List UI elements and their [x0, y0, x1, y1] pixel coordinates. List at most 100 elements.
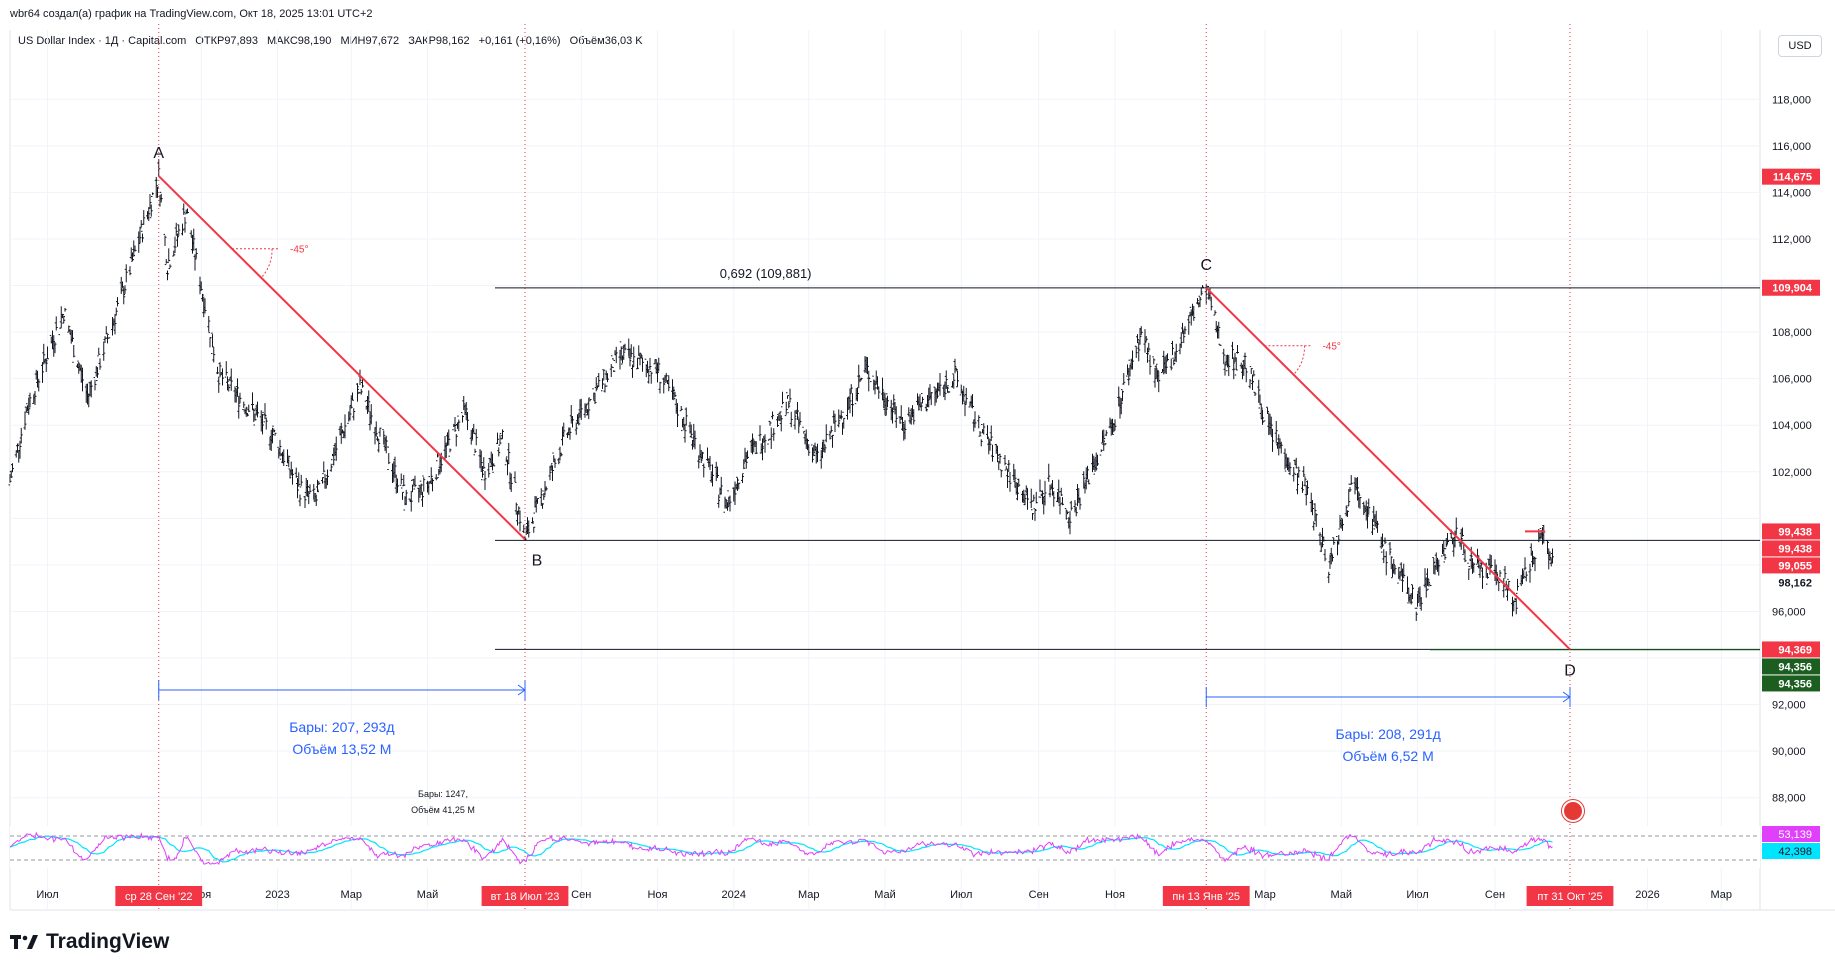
- highlight-date-box: [481, 886, 569, 906]
- pattern-point-c: C: [1200, 257, 1212, 274]
- y-tick-label: 102,000: [1772, 467, 1812, 479]
- symbol-name[interactable]: US Dollar Index · 1Д · Capital.com: [18, 35, 187, 47]
- price-marker-label: 99,438: [1778, 526, 1812, 538]
- x-tick-label: Июл: [950, 889, 972, 901]
- highlight-date-box: [1162, 886, 1250, 906]
- price-marker-label: 94,356: [1778, 661, 1812, 673]
- x-tick-label: Сен: [1485, 889, 1505, 901]
- price-marker-label: 114,675: [1773, 172, 1812, 184]
- us-flag-icon[interactable]: [1562, 800, 1584, 822]
- pattern-point-a: A: [153, 145, 164, 162]
- oscillator-value-label: 53,139: [1778, 829, 1812, 841]
- open-value: ОТКР97,893: [195, 35, 258, 47]
- y-tick-label: 106,000: [1772, 374, 1812, 386]
- x-tick-label: Май: [874, 889, 896, 901]
- price-axis: 118,000 116,000 114,000 112,000 108,000 106,0…: [1762, 94, 1820, 859]
- y-tick-label: 112,000: [1772, 234, 1811, 246]
- pattern-point-d: D: [1564, 662, 1576, 679]
- date-range-volume: Объём 6,52 M: [1342, 748, 1433, 764]
- oscillator-value-label: 42,398: [1778, 846, 1812, 858]
- angle-label: -45°: [1322, 342, 1340, 353]
- price-marker-label: 98,162: [1778, 577, 1812, 589]
- x-tick-label: Ноя: [647, 889, 667, 901]
- date-range-volume: Объём 13,52 M: [292, 741, 391, 757]
- highlight-date-label: вт 18 Июл '23: [491, 891, 560, 903]
- x-tick-label: Сен: [1029, 889, 1049, 901]
- x-tick-label: Мар: [1710, 889, 1732, 901]
- x-tick-label: Июл: [1406, 889, 1428, 901]
- angle-arc: [261, 248, 273, 278]
- price-marker-box: [1762, 523, 1820, 540]
- x-tick-label: Май: [1330, 889, 1352, 901]
- date-range-arrow: [1562, 691, 1571, 703]
- x-tick-label: Май: [417, 889, 439, 901]
- oscillator-value-box: [1762, 843, 1820, 859]
- price-marker-label: 99,438: [1778, 543, 1812, 555]
- price-marker-box: [1762, 557, 1820, 574]
- x-tick-label: 2023: [265, 889, 289, 901]
- drawing-tools: -45° -45° A B C D 0,692 (109,881) Бары: 207, 29…: [153, 24, 1760, 910]
- highlight-date-label: ср 28 Сен '22: [125, 891, 193, 903]
- angle-label: -45°: [290, 245, 308, 256]
- close-value: ЗАКР98,162: [408, 35, 470, 47]
- price-series: [8, 159, 1554, 621]
- date-range-bars: Бары: 207, 293д: [289, 719, 394, 735]
- price-marker-box: [1762, 168, 1820, 185]
- price-marker-label: 109,904: [1772, 283, 1813, 295]
- currency-button[interactable]: USD: [1778, 35, 1822, 57]
- fib-level-label: 0,692 (109,881): [720, 266, 812, 281]
- x-tick-label: Сен: [571, 889, 591, 901]
- oscillator-background: [10, 826, 1760, 868]
- date-range-arrow: [517, 684, 526, 696]
- brand-name: TradingView: [46, 930, 170, 953]
- price-marker-box: [1762, 641, 1820, 658]
- y-tick-label: 92,000: [1772, 700, 1806, 712]
- date-range-bars: Бары: 208, 291д: [1335, 726, 1440, 742]
- small-range-volume: Объём 41,25 M: [411, 805, 475, 815]
- x-tick-label: Ноя: [1105, 889, 1125, 901]
- price-marker-box: [1762, 658, 1820, 675]
- angle-arc: [1294, 345, 1305, 375]
- tradingview-logo-icon: [10, 935, 38, 949]
- y-tick-label: 108,000: [1772, 327, 1812, 339]
- price-marker-box: [1762, 574, 1820, 591]
- x-tick-label: Июл: [36, 889, 58, 901]
- price-marker-label: 99,055: [1778, 560, 1812, 572]
- low-value: МИН97,672: [340, 35, 400, 47]
- price-marker-label: 94,369: [1778, 644, 1812, 656]
- y-tick-label: 118,000: [1772, 94, 1811, 106]
- symbol-legend: US Dollar Index · 1Д · Capital.com ОТКР9…: [18, 35, 649, 47]
- chart-grid: [9, 30, 1835, 911]
- price-marker-box: [1762, 540, 1820, 557]
- y-tick-label: 114,000: [1772, 187, 1811, 199]
- chart-caption: wbr64 создал(а) график на TradingView.co…: [10, 8, 373, 20]
- x-tick-label: Мар: [340, 889, 362, 901]
- y-tick-label: 104,000: [1772, 420, 1812, 432]
- high-value: МАКС98,190: [267, 35, 332, 47]
- small-range-bars: Бары: 1247,: [418, 789, 468, 799]
- x-tick-label: Мар: [798, 889, 820, 901]
- change-value: +0,161 (+0,16%): [478, 35, 561, 47]
- x-tick-label: 2026: [1635, 889, 1659, 901]
- trend-line-cd: [1205, 287, 1571, 651]
- y-tick-label: 116,000: [1772, 141, 1811, 153]
- highlight-date-label: пт 31 Окт '25: [1537, 891, 1602, 903]
- price-marker-box: [1762, 279, 1820, 296]
- x-tick-label: 2024: [722, 889, 746, 901]
- y-tick-label: 96,000: [1772, 606, 1806, 618]
- price-marker-box: [1762, 675, 1820, 692]
- oscillator-pane: [9, 826, 1760, 868]
- oscillator-value-box: [1762, 826, 1820, 842]
- highlight-date-label: пн 13 Янв '25: [1172, 891, 1240, 903]
- tradingview-brand[interactable]: TradingView: [10, 930, 169, 954]
- highlight-date-box: [1526, 886, 1614, 906]
- time-axis: ИюлНоя2023МарМайСенНоя2024МарМайИюлСенНо…: [36, 886, 1732, 906]
- highlight-date-box: [115, 886, 203, 906]
- pattern-point-b: B: [532, 552, 543, 569]
- x-tick-label: Мар: [1254, 889, 1276, 901]
- volume-value: Объём36,03 K: [569, 35, 643, 47]
- price-marker-label: 94,356: [1778, 678, 1812, 690]
- y-tick-label: 90,000: [1772, 746, 1806, 758]
- trend-line-ab: [158, 175, 526, 541]
